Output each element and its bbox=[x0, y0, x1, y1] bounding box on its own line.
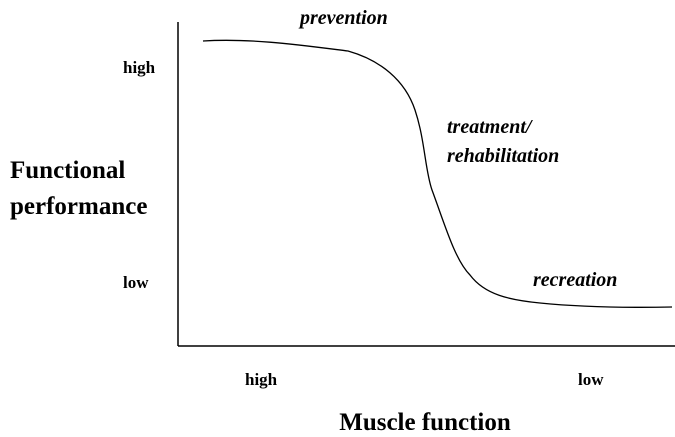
annotation: rehabilitation bbox=[447, 145, 559, 167]
y-label-high: high bbox=[123, 58, 156, 77]
y-title: performance bbox=[10, 193, 147, 220]
y-title: Functional bbox=[10, 157, 125, 184]
annotation: prevention bbox=[298, 7, 388, 29]
curve bbox=[202, 39, 673, 309]
x-label-high: high bbox=[245, 370, 278, 389]
x-label-low: low bbox=[578, 370, 604, 389]
x-title: Muscle function bbox=[339, 409, 511, 436]
annotation: treatment/ bbox=[447, 116, 534, 138]
y-label-low: low bbox=[123, 273, 149, 292]
annotation: recreation bbox=[533, 269, 617, 291]
